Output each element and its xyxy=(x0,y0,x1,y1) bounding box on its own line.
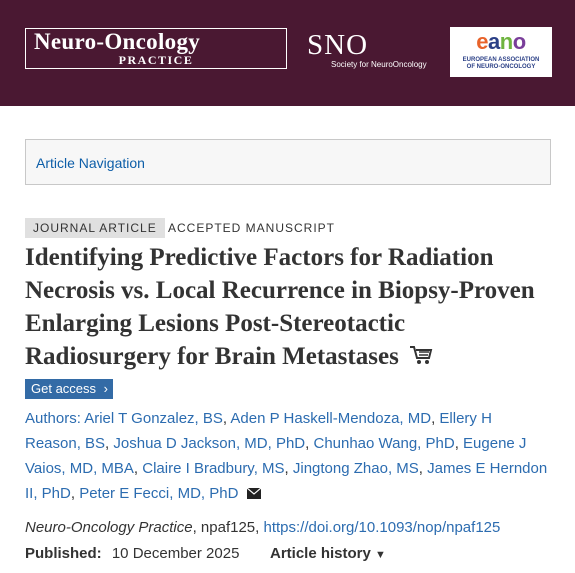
article-type-tag: JOURNAL ARTICLE xyxy=(25,218,165,238)
doi-link[interactable]: https://doi.org/10.1093/nop/npaf125 xyxy=(263,519,501,536)
eano-logo[interactable]: eano EUROPEAN ASSOCIATION OF NEURO-ONCOL… xyxy=(450,27,552,77)
get-access-button[interactable]: Get access › xyxy=(25,379,113,399)
eano-logo-text: EUROPEAN ASSOCIATION OF NEURO-ONCOLOGY xyxy=(450,57,552,71)
author-link[interactable]: James E Herndon II, PhD xyxy=(25,460,548,502)
eano-sub-line1: EUROPEAN ASSOCIATION xyxy=(462,57,540,63)
article-navigation[interactable]: Article Navigation xyxy=(25,139,551,185)
article-history-label: Article history xyxy=(270,545,371,562)
author-list: Authors: Ariel T Gonzalez, BS, Aden P Ha… xyxy=(25,406,551,507)
journal-logo[interactable]: Neuro-Oncology PRACTICE xyxy=(25,28,287,69)
author-link[interactable]: Chunhao Wang, PhD xyxy=(313,435,455,452)
article-status-tag: ACCEPTED MANUSCRIPT xyxy=(168,221,336,235)
article-id: , npaf125, xyxy=(192,519,264,536)
citation: Neuro-Oncology Practice, npaf125, https:… xyxy=(25,519,500,536)
get-access-label: Get access xyxy=(31,381,97,396)
journal-name[interactable]: Neuro-Oncology Practice xyxy=(25,519,193,536)
sno-logo[interactable]: SNO Society for NeuroOncology xyxy=(307,30,427,69)
author-link[interactable]: Peter E Fecci, MD, PhD xyxy=(79,485,239,502)
article-title: Identifying Predictive Factors for Radia… xyxy=(25,241,555,375)
author-link[interactable]: Claire I Bradbury, MS xyxy=(142,460,285,477)
chevron-right-icon: › xyxy=(103,381,108,396)
site-header: Neuro-Oncology PRACTICE SNO Society for … xyxy=(0,0,575,106)
logo-line2: PRACTICE xyxy=(118,53,194,67)
eano-sub-line2: OF NEURO-ONCOLOGY xyxy=(466,64,536,70)
article-navigation-label[interactable]: Article Navigation xyxy=(36,155,145,171)
caret-down-icon: ▼ xyxy=(375,549,386,561)
author-link[interactable]: Eugene J Vaios, MD, MBA xyxy=(25,435,527,477)
published-label: Published: xyxy=(25,545,102,562)
sno-logo-mark: SNO xyxy=(307,29,369,61)
cart-icon[interactable] xyxy=(409,342,433,375)
logo-line1: Neuro-Oncology xyxy=(34,29,201,54)
mail-icon[interactable] xyxy=(246,482,261,507)
sno-logo-text: Society for NeuroOncology xyxy=(331,60,427,69)
published-date: 10 December 2025 xyxy=(111,545,240,562)
author-link[interactable]: Jingtong Zhao, MS xyxy=(292,460,419,477)
author-link[interactable]: Aden P Haskell-Mendoza, MD xyxy=(230,410,432,427)
eano-logo-mark: eano xyxy=(476,29,526,54)
article-title-text: Identifying Predictive Factors for Radia… xyxy=(25,244,535,370)
publication-info: Published: 10 December 2025 Article hist… xyxy=(25,545,386,562)
author-link[interactable]: Joshua D Jackson, MD, PhD xyxy=(113,435,306,452)
authors-label: Authors: xyxy=(25,410,81,427)
author-link[interactable]: Ariel T Gonzalez, BS xyxy=(84,410,223,427)
article-history-toggle[interactable]: Article history ▼ xyxy=(270,545,386,562)
author-link[interactable]: Ellery H Reason, BS xyxy=(25,410,492,452)
